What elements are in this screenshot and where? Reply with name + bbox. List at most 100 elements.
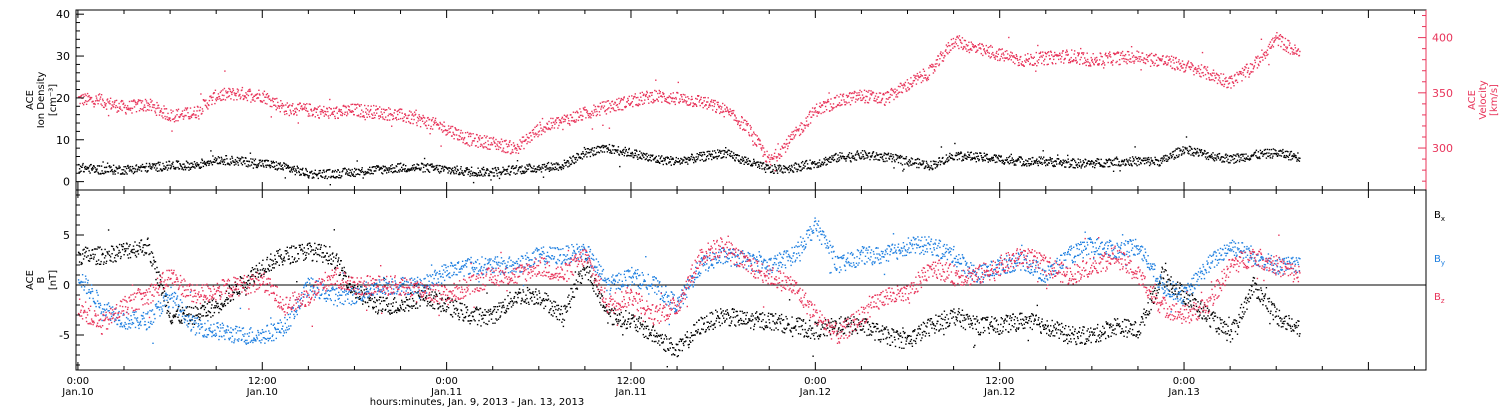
velocity-point <box>1001 53 1003 55</box>
velocity-point <box>918 76 921 79</box>
velocity-point <box>214 102 216 105</box>
velocity-point <box>832 107 834 110</box>
density-point <box>1149 163 1152 165</box>
velocity-point <box>388 113 390 115</box>
velocity-point <box>585 117 587 119</box>
density-point <box>1275 150 1277 152</box>
velocity-point <box>182 115 184 117</box>
velocity-point <box>598 105 600 108</box>
density-point <box>204 162 207 164</box>
density-point <box>463 174 465 176</box>
density-point <box>643 156 645 159</box>
velocity-point <box>1278 38 1280 40</box>
density-point <box>602 144 604 147</box>
velocity-point <box>924 77 927 79</box>
velocity-point <box>586 111 588 114</box>
velocity-point <box>389 108 391 110</box>
density-point <box>1041 161 1043 164</box>
density-point <box>234 161 236 164</box>
velocity-point <box>964 46 966 48</box>
density-point <box>1103 165 1105 167</box>
velocity-point <box>1018 62 1020 64</box>
velocity-point <box>1254 59 1256 61</box>
density-point <box>184 169 187 171</box>
velocity-point <box>149 106 151 108</box>
density-point <box>1002 159 1004 161</box>
velocity-point <box>1282 36 1284 39</box>
velocity-point <box>1035 70 1037 72</box>
velocity-point <box>609 102 611 105</box>
velocity-point <box>665 100 667 102</box>
velocity-point <box>425 120 428 122</box>
velocity-point <box>1284 37 1287 40</box>
density-point <box>1241 153 1244 156</box>
density-point <box>198 167 201 169</box>
velocity-point <box>968 51 971 54</box>
density-point <box>690 156 692 158</box>
density-point <box>207 160 210 162</box>
velocity-point <box>480 137 483 139</box>
velocity-point <box>1171 67 1174 69</box>
velocity-point <box>1059 54 1061 56</box>
velocity-point <box>877 96 880 98</box>
velocity-point <box>501 150 503 153</box>
velocity-point <box>457 139 459 141</box>
density-point <box>929 167 932 169</box>
density-point <box>1284 156 1286 159</box>
density-point <box>1037 162 1039 165</box>
velocity-point <box>863 89 866 91</box>
velocity-point <box>559 119 562 122</box>
density-point <box>474 172 476 174</box>
velocity-point <box>170 112 173 114</box>
velocity-point <box>163 108 166 110</box>
density-point <box>324 177 326 179</box>
density-point <box>1064 166 1066 168</box>
velocity-point <box>281 107 283 109</box>
velocity-point <box>809 122 812 124</box>
density-point <box>241 156 243 158</box>
velocity-point <box>233 92 236 94</box>
velocity-point <box>639 92 641 94</box>
velocity-point <box>127 108 129 111</box>
density-point <box>172 161 174 163</box>
density-point <box>1161 157 1163 159</box>
density-point <box>1234 154 1236 156</box>
velocity-point <box>957 45 959 47</box>
velocity-point <box>399 108 401 110</box>
velocity-point <box>936 59 939 61</box>
velocity-point <box>347 105 349 107</box>
density-point <box>1161 160 1164 162</box>
density-point <box>431 165 434 167</box>
density-point <box>705 159 707 162</box>
density-point <box>1274 152 1277 155</box>
density-point <box>1096 160 1098 162</box>
velocity-point <box>786 142 788 145</box>
velocity-point <box>720 108 722 110</box>
density-point <box>720 157 722 159</box>
density-point <box>720 152 722 154</box>
density-point <box>971 158 973 161</box>
velocity-point <box>301 109 303 111</box>
velocity-point <box>225 90 227 92</box>
velocity-point <box>766 155 769 158</box>
density-point <box>273 162 275 164</box>
velocity-point <box>755 134 757 136</box>
velocity-point <box>893 98 895 101</box>
velocity-point <box>1157 64 1160 66</box>
velocity-point <box>290 113 292 115</box>
velocity-point <box>789 135 791 138</box>
density-point <box>208 162 211 165</box>
velocity-point <box>310 108 312 110</box>
density-point <box>1196 147 1199 150</box>
density-point <box>827 158 829 160</box>
velocity-point <box>323 105 325 108</box>
velocity-point <box>122 103 124 105</box>
velocity-point <box>1043 60 1045 62</box>
velocity-point <box>1148 54 1151 57</box>
velocity-point <box>124 111 127 114</box>
density-point <box>607 148 610 150</box>
density-point <box>216 158 218 160</box>
velocity-point <box>1164 62 1167 64</box>
density-point <box>457 169 459 171</box>
velocity-point <box>968 41 970 43</box>
